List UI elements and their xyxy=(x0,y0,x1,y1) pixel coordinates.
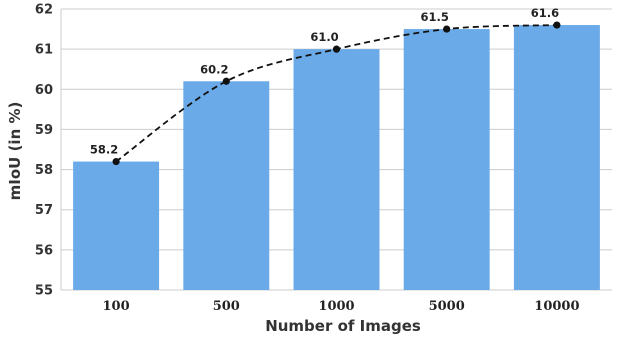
trend-marker xyxy=(443,25,451,33)
y-tick-label: 57 xyxy=(35,203,53,218)
y-tick-label: 62 xyxy=(35,3,53,18)
bar xyxy=(403,29,490,290)
bar xyxy=(73,161,160,290)
x-tick-label: 100 xyxy=(103,299,130,314)
data-label: 60.2 xyxy=(200,62,228,76)
data-label: 58.2 xyxy=(90,143,118,157)
trend-marker xyxy=(222,77,230,85)
x-axis-label: Number of Images xyxy=(265,317,421,335)
data-labels: 58.2 60.2 61.0 61.5 61.6 xyxy=(90,6,559,156)
bars xyxy=(73,25,600,291)
bar xyxy=(293,49,380,291)
x-tick-label: 1000 xyxy=(318,299,354,314)
y-tick-label: 60 xyxy=(35,83,53,98)
y-tick-label: 55 xyxy=(35,284,53,299)
y-axis-label: mIoU (in %) xyxy=(6,102,24,201)
bar xyxy=(513,25,600,291)
trend-marker xyxy=(332,45,341,53)
y-tick-label: 59 xyxy=(35,123,53,138)
bar xyxy=(183,81,270,290)
trend-marker xyxy=(112,157,120,166)
y-tick-label: 56 xyxy=(35,243,53,258)
trend-line xyxy=(112,21,561,166)
y-tick-label: 58 xyxy=(35,163,53,178)
x-tick-label: 500 xyxy=(213,299,240,314)
x-axis-ticks: 100 500 1000 5000 10000 xyxy=(103,299,580,314)
x-tick-label: 10000 xyxy=(534,299,579,314)
trend-marker xyxy=(553,21,561,29)
data-label: 61.5 xyxy=(421,10,449,24)
data-label: 61.6 xyxy=(531,6,559,20)
x-tick-label: 5000 xyxy=(429,299,465,314)
data-label: 61.0 xyxy=(310,30,338,44)
y-axis-ticks: 55 56 57 58 59 60 61 62 xyxy=(35,3,53,299)
y-tick-label: 61 xyxy=(35,43,53,58)
